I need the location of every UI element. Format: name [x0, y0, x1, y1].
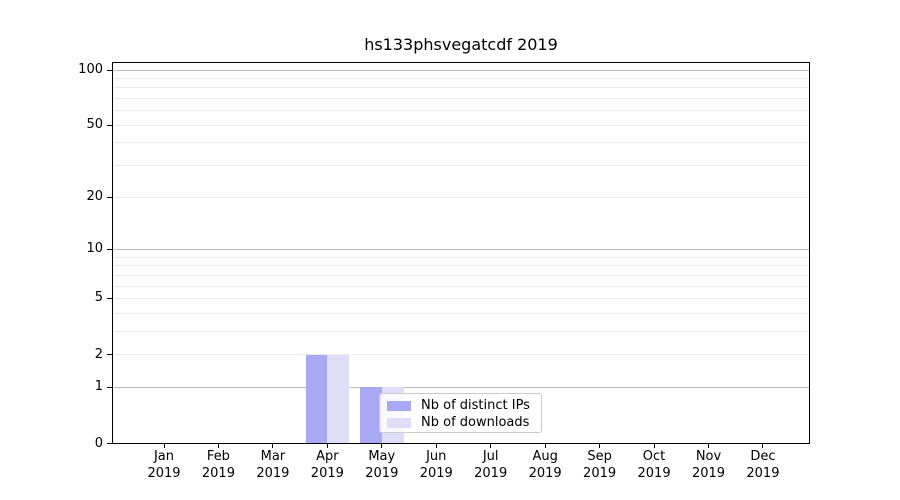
x-tick-year: 2019	[746, 466, 780, 481]
gridline-minor	[112, 196, 810, 198]
x-tick-label: Jul 2019	[461, 448, 521, 482]
y-tick-label: 10	[86, 241, 103, 257]
gridline-minor	[112, 297, 810, 299]
x-axis: Jan 2019 Feb 2019 Mar 2019 Apr 2019 May 2019 Jun 20…	[112, 62, 810, 481]
gridline-minor	[112, 142, 810, 144]
x-tick-year: 2019	[365, 466, 399, 481]
y-tick-mark	[107, 297, 112, 299]
gridline-minor	[112, 285, 810, 287]
gridline-major	[112, 248, 810, 250]
legend-swatch-distinct-ips	[387, 400, 411, 411]
gridline-minor	[112, 265, 810, 267]
legend-entry-distinct-ips: Nb of distinct IPs	[387, 397, 533, 414]
x-tick-year: 2019	[528, 466, 562, 481]
y-tick-mark	[107, 124, 112, 126]
y-tick-label: 5	[94, 290, 103, 306]
bar-distinct-ips-apr	[305, 354, 328, 444]
x-tick-mark	[708, 443, 709, 448]
x-tick-label: May 2019	[352, 448, 412, 482]
gridline-minor	[112, 274, 810, 276]
x-tick-year: 2019	[147, 466, 181, 481]
y-tick-label: 100	[78, 62, 103, 77]
y-tick-label: 50	[86, 117, 103, 133]
legend-label-downloads: Nb of downloads	[421, 415, 530, 430]
y-tick-label: 1	[94, 379, 103, 395]
gridline-minor	[112, 330, 810, 332]
y-tick-mark	[107, 443, 112, 444]
x-tick-mark	[490, 443, 492, 448]
x-tick-year: 2019	[310, 466, 344, 481]
gridline-minor	[112, 98, 810, 100]
x-tick-year: 2019	[256, 466, 290, 481]
x-tick-mark	[544, 443, 546, 448]
gridline-layer	[112, 62, 810, 444]
x-tick-mark	[272, 443, 274, 448]
y-tick-mark	[107, 354, 112, 356]
y-tick-mark	[107, 69, 112, 71]
x-tick-label: Apr 2019	[297, 448, 357, 482]
x-tick-mark	[599, 443, 601, 448]
x-tick-year: 2019	[419, 466, 453, 481]
gridline-minor	[112, 124, 810, 126]
x-tick-year: 2019	[474, 466, 508, 481]
x-tick-mark	[163, 443, 165, 448]
x-tick-year: 2019	[637, 466, 671, 481]
legend-swatch-downloads	[387, 417, 411, 428]
x-tick-mark	[381, 443, 383, 448]
y-tick-mark	[107, 386, 112, 388]
legend-label-distinct-ips: Nb of distinct IPs	[421, 398, 530, 413]
bar-downloads-apr	[327, 354, 350, 444]
y-tick-label: 20	[86, 189, 103, 205]
x-tick-year: 2019	[201, 466, 235, 481]
y-tick-mark	[107, 196, 112, 198]
bar-distinct-ips-may	[360, 387, 382, 444]
y-tick-mark	[107, 248, 112, 250]
y-tick-label: 2	[94, 346, 103, 362]
x-tick-year: 2019	[583, 466, 617, 481]
plot-area: 0 1 2 5 10 20 50 100 Jan 2019 Feb 2019 Mar 2019 Apr 20…	[78, 62, 810, 481]
gridline-major	[112, 386, 810, 388]
chart-title: hs133phsvegatcdf 2019	[364, 35, 558, 54]
x-tick-label: Oct 2019	[624, 448, 684, 482]
gridline-minor	[112, 354, 810, 356]
gridline-minor	[112, 312, 810, 314]
x-tick-label: Aug 2019	[515, 448, 575, 482]
gridline-major	[112, 69, 810, 71]
x-tick-mark	[435, 443, 437, 448]
gridline-minor	[112, 165, 810, 167]
y-axis: 0 1 2 5 10 20 50 100	[78, 62, 810, 451]
x-tick-mark	[326, 443, 328, 448]
x-tick-mark	[653, 443, 655, 448]
x-tick-mark	[217, 443, 219, 448]
gridline-minor	[112, 256, 810, 258]
x-tick-label: Feb 2019	[188, 448, 248, 482]
x-tick-label: Sep 2019	[570, 448, 630, 482]
x-tick-label: Jun 2019	[406, 448, 466, 482]
x-tick-label: Mar 2019	[243, 448, 303, 482]
y-tick-label: 0	[94, 435, 103, 451]
x-tick-label: Jan 2019	[134, 448, 194, 482]
x-tick-label: Nov 2019	[679, 448, 739, 482]
x-tick-mark	[762, 443, 764, 448]
legend-entry-downloads: Nb of downloads	[387, 414, 533, 431]
gridline-minor	[112, 110, 810, 112]
x-tick-year: 2019	[691, 466, 726, 481]
legend: Nb of distinct IPs Nb of downloads	[379, 393, 542, 433]
gridline-minor	[112, 77, 810, 79]
x-tick-label: Dec 2019	[733, 448, 793, 482]
gridline-minor	[112, 87, 810, 89]
